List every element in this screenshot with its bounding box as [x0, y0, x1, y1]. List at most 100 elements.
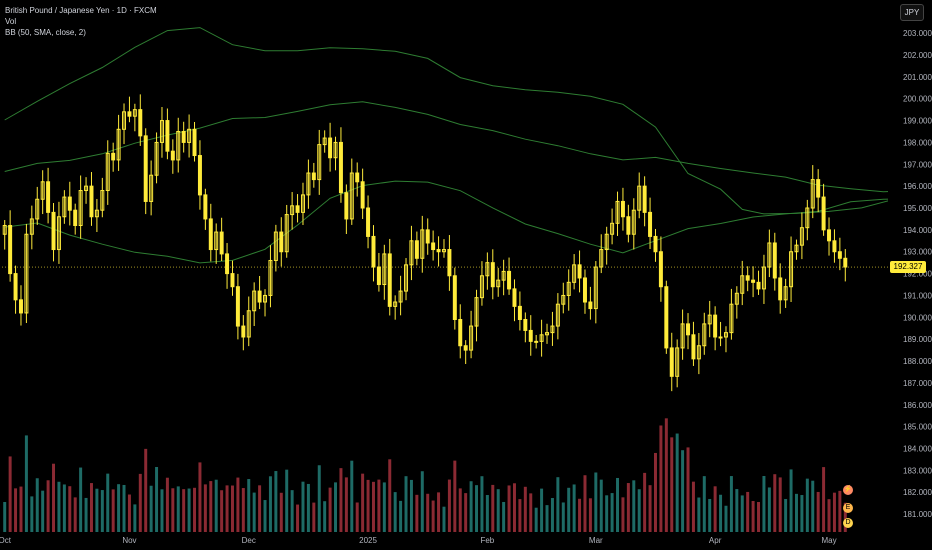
- volume-bar: [724, 505, 728, 532]
- volume-bar: [447, 479, 451, 532]
- volume-bar: [144, 448, 148, 532]
- volume-bar: [816, 491, 820, 532]
- candle-body: [729, 303, 734, 334]
- volume-bar: [523, 486, 527, 532]
- volume-bar: [583, 475, 587, 532]
- candle-body: [132, 109, 137, 117]
- candle-body: [414, 240, 419, 259]
- volume-bar: [697, 497, 701, 532]
- candle: [463, 340, 468, 364]
- candle-body: [89, 185, 94, 218]
- candle-body: [246, 310, 251, 338]
- candle-body: [273, 231, 278, 261]
- candle-body: [18, 299, 23, 314]
- candle-body: [816, 179, 821, 198]
- candle: [165, 108, 170, 160]
- volume-label: Vol: [5, 17, 17, 26]
- time-tick-label: Nov: [122, 536, 136, 545]
- volume-bar: [626, 483, 630, 532]
- candle: [8, 210, 13, 282]
- price-tick-label: 193.000: [903, 248, 932, 257]
- volume-bar: [133, 504, 137, 532]
- candle-body: [582, 277, 587, 303]
- volume-bar: [507, 485, 511, 532]
- candle-body: [512, 288, 517, 307]
- candle-body: [832, 240, 837, 253]
- volume-bar: [388, 459, 392, 532]
- candle: [344, 184, 349, 235]
- candle-body: [360, 181, 365, 209]
- candle-body: [176, 130, 181, 161]
- dividend-icon[interactable]: D: [843, 518, 853, 528]
- candle: [376, 252, 381, 292]
- candle: [474, 289, 479, 342]
- candle: [263, 289, 268, 317]
- currency-button[interactable]: JPY: [900, 4, 924, 21]
- candle-body: [620, 200, 625, 218]
- candle-body: [328, 137, 333, 159]
- volume-bar: [241, 488, 245, 532]
- candle: [317, 129, 322, 195]
- volume-bar: [475, 485, 479, 532]
- candle-body: [192, 128, 197, 157]
- candle: [149, 160, 154, 216]
- lightning-icon[interactable]: ⚡: [843, 485, 853, 495]
- candle: [94, 198, 99, 232]
- candle-body: [474, 297, 479, 327]
- candle-body: [479, 275, 484, 299]
- price-axis-bg: [888, 0, 932, 550]
- candle: [843, 249, 848, 282]
- candle-body: [566, 281, 571, 296]
- candle: [246, 296, 251, 347]
- candle: [73, 203, 78, 235]
- volume-bar: [751, 500, 755, 532]
- candle: [295, 194, 300, 223]
- candle-body: [501, 270, 506, 281]
- candle: [89, 172, 94, 226]
- volume-bar: [117, 484, 121, 532]
- candle-body: [170, 150, 175, 161]
- candle-body: [376, 266, 381, 286]
- candle: [566, 269, 571, 311]
- earnings-icon[interactable]: E: [843, 503, 853, 513]
- volume-bar: [46, 480, 50, 532]
- volume-bar: [165, 477, 169, 532]
- volume-bar: [512, 483, 516, 532]
- candle: [479, 261, 484, 306]
- volume-bar: [735, 489, 739, 532]
- volume-bar: [382, 482, 386, 532]
- candle: [599, 234, 604, 274]
- candle-body: [761, 266, 766, 290]
- candle: [827, 217, 832, 256]
- volume-bar: [729, 476, 733, 532]
- candle-body: [252, 290, 257, 312]
- volume-bar: [236, 477, 240, 532]
- candle: [832, 229, 837, 263]
- candle-body: [669, 347, 674, 377]
- candle: [658, 236, 663, 302]
- volume-bar: [708, 498, 712, 532]
- volume-bar: [79, 467, 83, 532]
- candle-body: [555, 303, 560, 327]
- candle: [745, 266, 750, 292]
- candle-body: [751, 279, 756, 283]
- time-tick-label: 2025: [359, 536, 377, 545]
- candle: [680, 309, 685, 360]
- volume-bar: [437, 492, 441, 532]
- volume-bar: [279, 492, 283, 532]
- volume-bar: [68, 486, 72, 532]
- volume-bar: [561, 502, 565, 532]
- candle: [425, 218, 430, 255]
- candle: [436, 236, 441, 267]
- candle: [349, 158, 354, 225]
- volume-bar: [827, 499, 831, 532]
- volume-bar: [290, 490, 294, 532]
- volume-bar: [496, 489, 500, 532]
- candle: [279, 217, 284, 267]
- volume-bar: [480, 476, 484, 532]
- time-tick-label: May: [821, 536, 836, 545]
- candle-body: [734, 292, 739, 305]
- candle: [767, 229, 772, 278]
- price-tick-label: 187.000: [903, 379, 932, 388]
